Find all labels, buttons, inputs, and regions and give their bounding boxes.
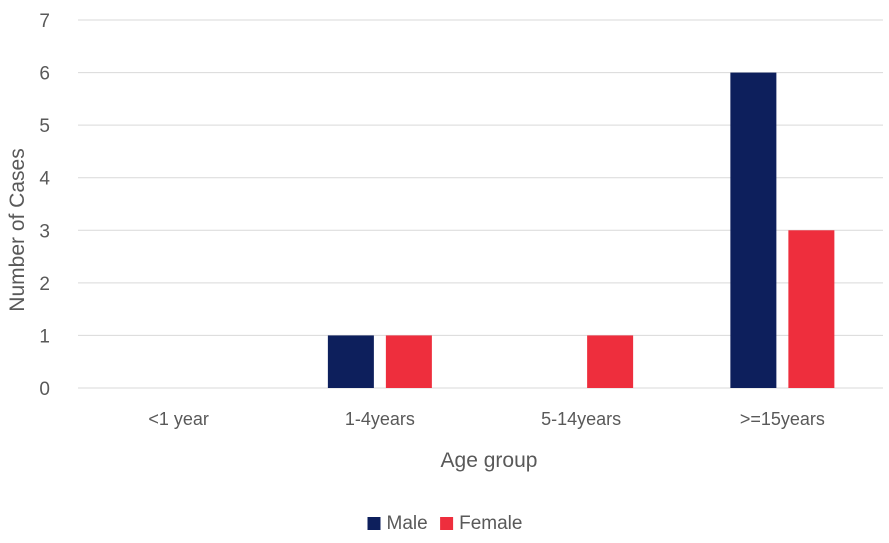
bar-female [587, 335, 634, 388]
y-tick-label: 6 [39, 64, 50, 85]
x-axis-title: Age group [441, 449, 538, 472]
x-category-label: 1-4years [345, 409, 415, 429]
legend-swatch-male [367, 517, 381, 530]
x-category-label: 5-14years [541, 409, 621, 429]
legend-label-male: Male [387, 513, 428, 534]
y-axis-ticks: 0 1 2 3 4 5 6 7 [39, 11, 50, 400]
legend-swatch-female [440, 517, 454, 530]
y-tick-label: 2 [39, 274, 50, 295]
y-tick-label: 7 [39, 11, 50, 32]
y-tick-label: 0 [39, 379, 50, 400]
y-tick-label: 4 [39, 169, 50, 190]
x-axis-categories: <1 year 1-4years 5-14years >=15years [148, 409, 825, 429]
bars [327, 72, 835, 389]
bar-male [327, 335, 374, 388]
x-category-label: <1 year [148, 409, 209, 429]
y-axis-title: Number of Cases [6, 148, 29, 311]
bar-male [730, 72, 777, 389]
y-tick-label: 1 [39, 326, 50, 347]
x-category-label: >=15years [740, 409, 825, 429]
gridlines [78, 19, 883, 389]
bar-female [385, 335, 432, 388]
legend: Male Female [367, 513, 522, 534]
y-tick-label: 5 [39, 116, 50, 137]
y-tick-label: 3 [39, 221, 50, 242]
legend-label-female: Female [459, 513, 522, 534]
bar-female [788, 230, 835, 388]
